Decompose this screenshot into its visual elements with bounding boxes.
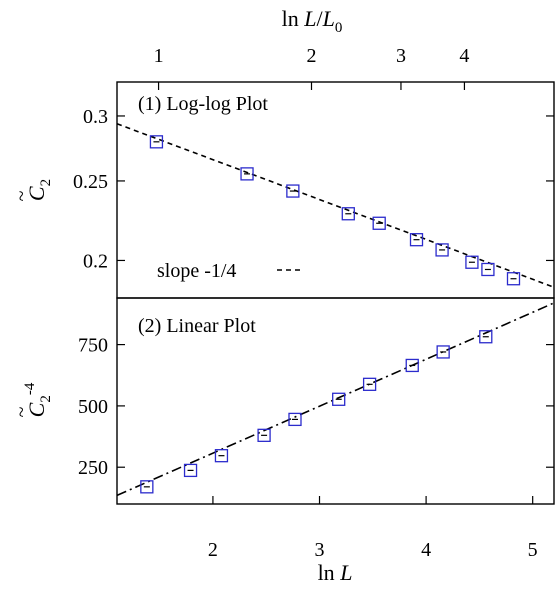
top-data-point bbox=[435, 243, 449, 257]
bottom-data-point bbox=[288, 412, 302, 427]
top-axis-tick-label: 1 bbox=[154, 45, 164, 67]
bottom-data-point bbox=[183, 463, 198, 478]
bottom-y-axis-title-text: C2-4 bbox=[22, 382, 54, 417]
top-y-axis-title-var: C bbox=[24, 186, 49, 201]
bottom-data-points bbox=[140, 330, 493, 494]
top-fit-line bbox=[116, 123, 555, 289]
bottom-data-point bbox=[257, 428, 271, 442]
top-axis-title-sub: 0 bbox=[335, 20, 343, 36]
top-axis-tick-label: 4 bbox=[459, 45, 469, 67]
top-axis-tick-label: 2 bbox=[306, 45, 316, 67]
top-axis-ticks: 1 2 3 4 bbox=[154, 45, 469, 90]
bottom-xtick-label: 3 bbox=[315, 539, 325, 561]
bottom-data-point bbox=[332, 392, 346, 406]
top-panel-yticks: 0.2 0.25 0.3 bbox=[73, 106, 554, 272]
top-axis-title-base: ln bbox=[282, 6, 305, 31]
top-y-axis-title-text: C2 bbox=[24, 179, 54, 201]
bottom-y-axis-title-var: C bbox=[24, 402, 49, 417]
top-data-points bbox=[149, 135, 521, 286]
top-data-point bbox=[465, 255, 479, 269]
bottom-data-point bbox=[479, 330, 493, 344]
top-panel-label: (1) Log-log Plot bbox=[138, 93, 268, 115]
top-axis-title-var-2: L bbox=[322, 6, 335, 31]
top-ytick-label: 0.25 bbox=[73, 171, 108, 193]
top-data-point bbox=[341, 207, 355, 221]
bottom-data-point bbox=[214, 449, 229, 463]
bottom-xtick-label: 4 bbox=[421, 539, 431, 561]
top-axis-title-div: / bbox=[317, 6, 324, 31]
top-y-axis-title: C2 ~ bbox=[11, 179, 54, 202]
bottom-panel-frame bbox=[116, 297, 555, 505]
bottom-y-axis-title: C2-4 ~ bbox=[11, 382, 54, 417]
top-data-point bbox=[286, 184, 300, 198]
legend-label: slope -1/4 bbox=[157, 260, 236, 282]
top-data-point bbox=[240, 167, 254, 181]
bottom-data-point bbox=[140, 480, 154, 494]
top-ytick-label: 0.2 bbox=[83, 250, 108, 272]
bottom-panel-xticks: 2 3 4 5 bbox=[208, 496, 538, 561]
bottom-xtick-label: 5 bbox=[528, 539, 538, 561]
top-data-point bbox=[372, 216, 386, 230]
bottom-ytick-label: 250 bbox=[78, 457, 108, 479]
top-data-point bbox=[409, 233, 424, 247]
bottom-panel-yticks: 250 500 750 bbox=[78, 335, 554, 479]
bottom-data-point bbox=[405, 358, 419, 373]
top-y-axis-title-sub: 2 bbox=[38, 179, 54, 187]
top-data-point bbox=[506, 272, 521, 286]
x-axis-title: ln L bbox=[318, 560, 353, 585]
top-y-axis-title-accent: ~ bbox=[11, 190, 33, 201]
bottom-y-axis-title-accent: ~ bbox=[11, 406, 33, 417]
bottom-data-point bbox=[436, 345, 450, 359]
top-axis-title: ln L/L0 bbox=[282, 6, 343, 36]
bottom-y-axis-title-sup: -4 bbox=[22, 382, 38, 395]
top-fit-line-group bbox=[116, 123, 555, 289]
x-axis-title-var: L bbox=[339, 560, 352, 585]
bottom-panel-label: (2) Linear Plot bbox=[138, 315, 256, 337]
top-data-point bbox=[481, 262, 495, 277]
top-axis-title-var: L bbox=[303, 6, 316, 31]
bottom-ytick-label: 500 bbox=[78, 396, 108, 418]
x-axis-title-base: ln bbox=[318, 560, 341, 585]
top-ytick-label: 0.3 bbox=[83, 106, 108, 128]
bottom-xtick-label: 2 bbox=[208, 539, 218, 561]
top-data-point bbox=[149, 135, 164, 149]
bottom-y-axis-title-sub: 2 bbox=[38, 395, 54, 403]
bottom-data-point bbox=[362, 377, 377, 391]
bottom-ytick-label: 750 bbox=[78, 335, 108, 357]
top-axis-tick-label: 3 bbox=[396, 45, 406, 67]
